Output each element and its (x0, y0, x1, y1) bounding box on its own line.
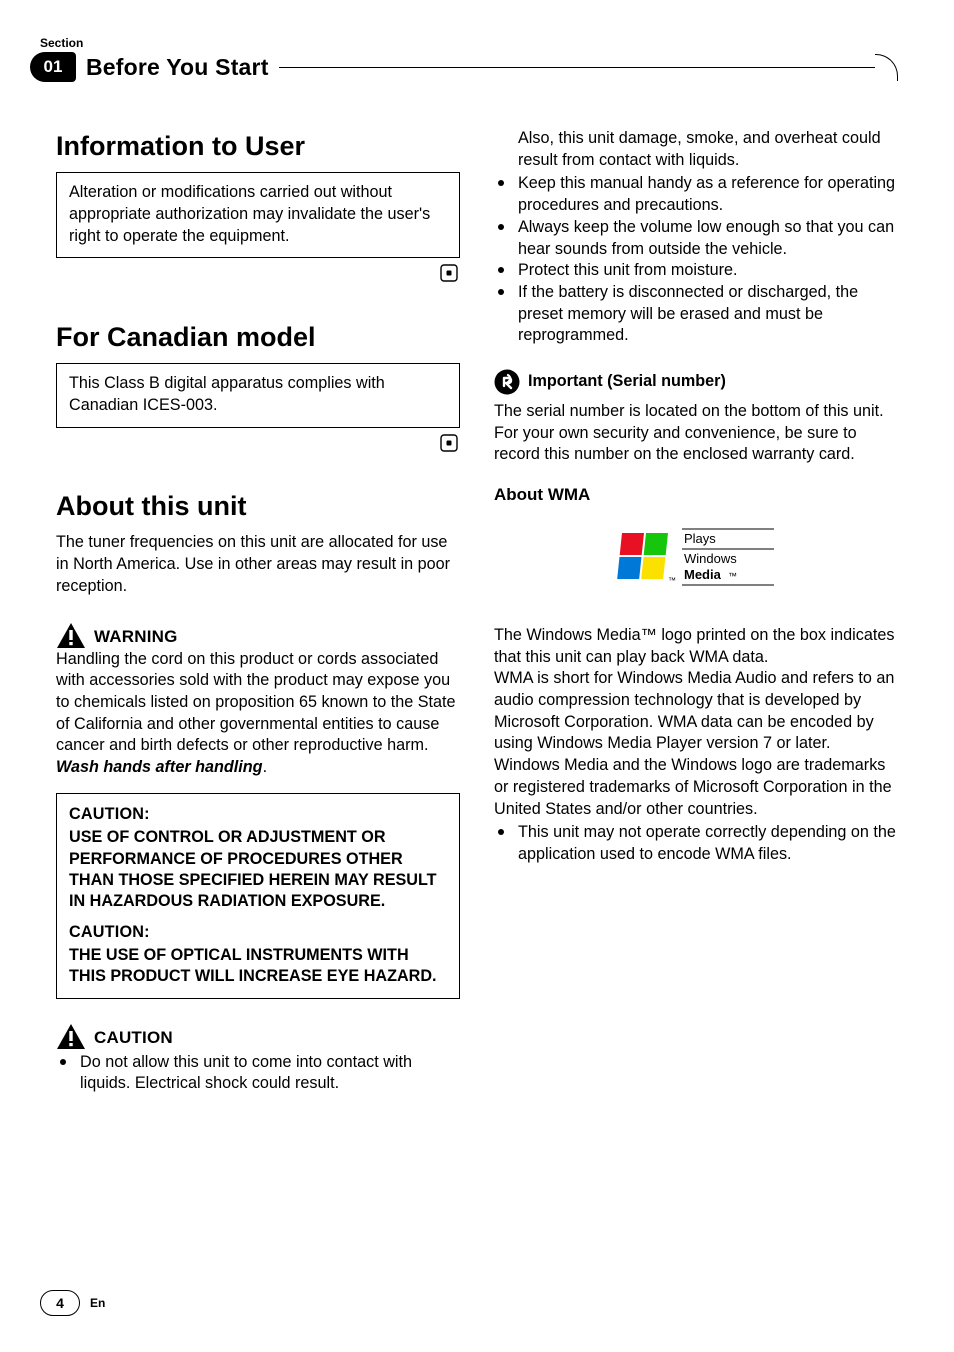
page-number: 4 (40, 1290, 80, 1316)
warning-wash-hands: Wash hands after handling (56, 758, 263, 776)
caution-body-2: THE USE OF OPTICAL INSTRUMENTS WITH THIS… (69, 945, 447, 987)
caution-triangle-icon (56, 1023, 86, 1050)
warning-callout: WARNING (56, 622, 460, 649)
warning-body-text: Handling the cord on this product or cor… (56, 650, 456, 755)
caution-callout: CAUTION (56, 1023, 460, 1050)
left-column: Information to User Alteration or modifi… (56, 128, 460, 1095)
bullet-item: Always keep the volume low enough so tha… (494, 217, 898, 260)
important-word: Important (528, 372, 603, 390)
important-icon (494, 369, 520, 395)
page: Section 01 Before You Start Information … (0, 0, 954, 1352)
page-footer: 4 En (40, 1290, 105, 1316)
heading-about-this-unit: About this unit (56, 488, 460, 524)
caution-cap-1: CAUTION: (69, 804, 447, 826)
wma-bullet: This unit may not operate correctly depe… (494, 822, 898, 865)
warning-body: Handling the cord on this product or cor… (56, 649, 460, 779)
wma-logo: ™ Plays Windows Media ™ (494, 523, 898, 593)
section-label: Section (40, 36, 898, 50)
svg-text:™: ™ (728, 571, 737, 581)
caution-label: CAUTION (94, 1027, 173, 1050)
page-language: En (90, 1296, 105, 1310)
wma-p2: WMA is short for Windows Media Audio and… (494, 668, 898, 755)
svg-text:Media: Media (684, 567, 722, 582)
bullet-item: Protect this unit from moisture. (494, 260, 898, 282)
content-columns: Information to User Alteration or modifi… (56, 128, 898, 1095)
chapter-title: Before You Start (86, 54, 269, 81)
important-label: Important (Serial number) (528, 371, 726, 393)
svg-text:Windows: Windows (684, 551, 737, 566)
chapter-header: 01 Before You Start (30, 52, 898, 82)
caution-body-1: USE OF CONTROL OR ADJUSTMENT OR PERFORMA… (69, 827, 447, 911)
heading-canadian-model: For Canadian model (56, 319, 460, 355)
chapter-number-badge: 01 (30, 52, 76, 82)
important-body: The serial number is located on the bott… (494, 401, 898, 466)
svg-text:Plays: Plays (684, 531, 716, 546)
header-rule (279, 52, 898, 82)
caution-bullet: Do not allow this unit to come into cont… (56, 1052, 460, 1095)
canada-box-text: This Class B digital apparatus complies … (69, 373, 447, 416)
wma-p3: Windows Media and the Windows logo are t… (494, 755, 898, 820)
wma-bullet-list: This unit may not operate correctly depe… (494, 822, 898, 865)
bullet-item: Keep this manual handy as a reference fo… (494, 173, 898, 216)
heading-about-wma: About WMA (494, 484, 898, 507)
warning-label: WARNING (94, 626, 178, 649)
info-box-text: Alteration or modifications carried out … (69, 182, 447, 247)
warning-period: . (263, 758, 268, 776)
section-end-icon (56, 264, 458, 289)
canada-box: This Class B digital apparatus complies … (56, 363, 460, 427)
main-bullet-list: Keep this manual handy as a reference fo… (494, 173, 898, 347)
section-end-icon (56, 434, 458, 459)
continued-text: Also, this unit damage, smoke, and overh… (494, 128, 898, 171)
important-serial-text: (Serial number) (607, 372, 726, 390)
about-body: The tuner frequencies on this unit are a… (56, 532, 460, 597)
bullet-item: If the battery is disconnected or discha… (494, 282, 898, 347)
caution-bullet-list: Do not allow this unit to come into cont… (56, 1052, 460, 1095)
warning-triangle-icon (56, 622, 86, 649)
wma-p1: The Windows Media™ logo printed on the b… (494, 625, 898, 668)
caution-cap-2: CAUTION: (69, 922, 447, 944)
info-box: Alteration or modifications carried out … (56, 172, 460, 258)
svg-text:™: ™ (668, 576, 676, 585)
right-column: Also, this unit damage, smoke, and overh… (494, 128, 898, 1095)
caution-box: CAUTION: USE OF CONTROL OR ADJUSTMENT OR… (56, 793, 460, 999)
heading-information-to-user: Information to User (56, 128, 460, 164)
important-row: Important (Serial number) (494, 369, 898, 395)
